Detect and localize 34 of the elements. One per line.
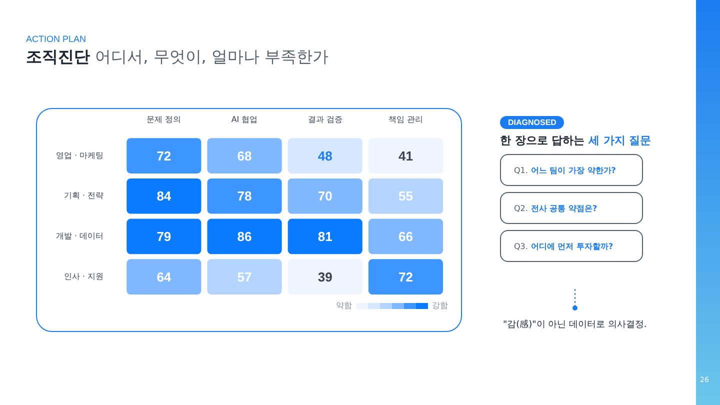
x-tick-label: 결과 검증 [308, 114, 342, 124]
data-label: 64 [156, 269, 172, 284]
data-label: 57 [237, 269, 252, 284]
y-tick-label: 기획 · 전략 [64, 191, 104, 200]
text: "감(感)"이 아닌 데이터로 의사결정. [503, 318, 647, 331]
data-label: 70 [318, 188, 332, 204]
data-label: 86 [237, 229, 252, 244]
data-label: 78 [237, 188, 252, 204]
data-label: 55 [398, 188, 413, 204]
data-label: 66 [398, 229, 413, 244]
chart-title: 조직진단 어디서, 무엇이, 얼마나 부족한가 [26, 47, 329, 68]
y-tick-label: 영업 · 마케팅 [56, 150, 104, 160]
data-label: 81 [318, 229, 332, 244]
y-tick-label: 인사 · 지원 [64, 272, 104, 281]
x-tick-label: 문제 정의 [146, 114, 182, 124]
text: 약함 [336, 300, 352, 311]
data-label: 72 [398, 269, 413, 284]
data-label: 72 [156, 148, 172, 164]
text: Q3. 어디에 먼저 투자할까? [500, 230, 643, 262]
x-tick-label: AI 협업 [231, 114, 258, 124]
text: 강함 [432, 300, 448, 311]
x-tick-label: 책임 관리 [388, 114, 423, 124]
data-label: 48 [318, 148, 332, 164]
text: DIAGNOSED [500, 116, 564, 129]
data-label: 84 [156, 188, 172, 204]
y-tick-label: 개발 · 데이터 [56, 232, 104, 241]
text: Q1. 어느 팀이 가장 약한가? [500, 154, 643, 186]
data-label: 39 [318, 269, 332, 284]
data-label: 68 [237, 148, 252, 164]
chart-subtitle: ACTION PLAN [26, 34, 86, 44]
text: 한 장으로 답하는 세 가지 질문 [500, 133, 652, 148]
data-label: 41 [398, 148, 413, 164]
data-label: 79 [156, 229, 172, 244]
text: Q2. 전사 공통 약점은? [500, 192, 643, 224]
